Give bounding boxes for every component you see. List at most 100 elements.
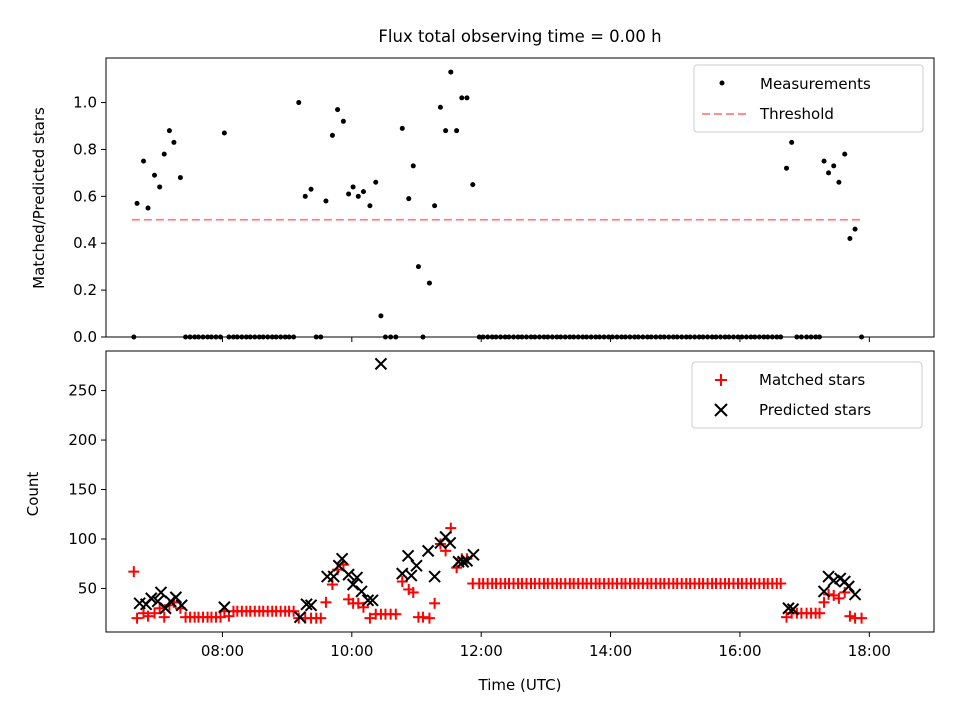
measurement-point [437,104,443,110]
matched-stars-point [396,576,408,588]
measurement-point [157,184,163,190]
measurement-point [360,189,366,195]
predicted-stars-point [374,357,388,371]
predicted-stars-point [355,585,368,598]
count-legend-box [691,361,923,429]
predicted-stars-point-b [452,555,465,568]
matched-stars-legend-label: Matched stars [759,371,865,389]
predicted-stars-point-b [154,586,168,599]
predicted-stars-point-b [401,549,415,563]
predicted-stars-point [175,599,188,612]
matched-stars-point [844,610,856,622]
predicted-stars-point [346,578,360,591]
predicted-stars-point [405,569,418,582]
ratio-x-tick-marks [221,337,870,342]
measurement-point [426,280,432,286]
predicted-stars-point-b [327,570,340,583]
predicted-stars-point-b [428,570,441,583]
ratio-y-tick-label: 0.8 [73,140,97,158]
predicted-stars-point-b [456,555,470,568]
measurement-point [842,151,848,157]
count-y-axis-label: Count [24,472,42,517]
matched-stars-point [288,605,300,617]
predicted-stars-point [169,591,183,604]
measurement-point [373,179,379,185]
measurement-point [852,226,858,232]
measurement-point [784,165,790,171]
measurement-point [415,264,421,270]
predicted-stars-point-b [374,357,388,371]
count-x-tick-label: 08:00 [201,642,244,660]
measurement-point [470,182,476,188]
measurement-point [410,163,416,169]
matched-stars-point [315,612,327,624]
measurement-point [432,203,438,209]
matched-stars-point [158,611,170,623]
predicted-stars-point [401,549,415,563]
predicted-stars-point-b [169,591,183,604]
measurement-point [134,200,140,206]
predicted-stars-point-b [405,569,418,582]
predicted-stars-point-b [786,603,800,616]
matched-stars-point [818,596,830,608]
predicted-stars-point [428,570,441,583]
measurement-point [141,158,147,164]
predicted-stars-point [421,544,435,558]
measurement-point [350,184,356,190]
predicted-stars-point-b [833,572,847,585]
predicted-stars-point-b [396,567,409,580]
predicted-stars-point-b [848,588,862,601]
count-plot-area [128,357,868,624]
measurement-point [296,100,302,106]
measurement-point [821,158,827,164]
threshold-legend-label: Threshold [759,105,834,123]
ratio-y-tick-label: 0.6 [73,187,97,205]
matched-stars-point [856,612,868,624]
measurement-point [302,193,308,199]
measurement-point [340,118,346,124]
predicted-stars-point [327,570,340,583]
matched-stars-point [814,607,826,619]
matched-stars-point [128,566,140,578]
predicted-stars-point-b [151,595,164,608]
predicted-stars-point-b [346,578,360,591]
measurement-point [177,175,183,181]
predicted-stars-legend-marker [714,403,728,417]
predicted-stars-point [154,586,168,599]
predicted-stars-point [300,598,313,611]
count-y-tick-label: 150 [68,481,97,499]
predicted-stars-point-b [782,602,795,615]
predicted-stars-point [304,599,318,612]
predicted-stars-point-b [467,548,480,562]
x-axis-label: Time (UTC) [478,676,562,694]
measurement-point [448,69,454,75]
predicted-stars-point [842,580,855,593]
measurement-point [454,128,460,134]
measurement-point [459,95,465,101]
ratio-y-tick-label: 0.0 [73,328,97,346]
measurement-point [831,163,837,169]
predicted-stars-point [782,602,795,615]
predicted-stars-point-b [133,597,146,610]
measurement-point [308,186,314,192]
measurement-point [399,125,405,131]
predicted-stars-point [456,555,470,568]
measurements-legend-marker [719,80,725,86]
predicted-stars-point [410,559,423,572]
ratio-y-tick-label: 0.2 [73,281,97,299]
measurement-point [826,170,832,176]
ratio-y-tick-label: 1.0 [73,94,97,112]
predicted-stars-point-b [355,585,368,598]
ratio-legend: Measurements Threshold [693,64,924,133]
predicted-stars-point-b [421,544,435,558]
matched-stars-point [839,586,851,598]
measurement-point [346,191,352,197]
matched-stars-point [429,597,441,609]
measurement-point [152,172,158,178]
measurement-point [443,128,449,134]
measurement-point [161,151,167,157]
measurement-point [836,179,842,185]
predicted-stars-point [218,601,231,614]
predicted-stars-point-b [218,601,231,614]
